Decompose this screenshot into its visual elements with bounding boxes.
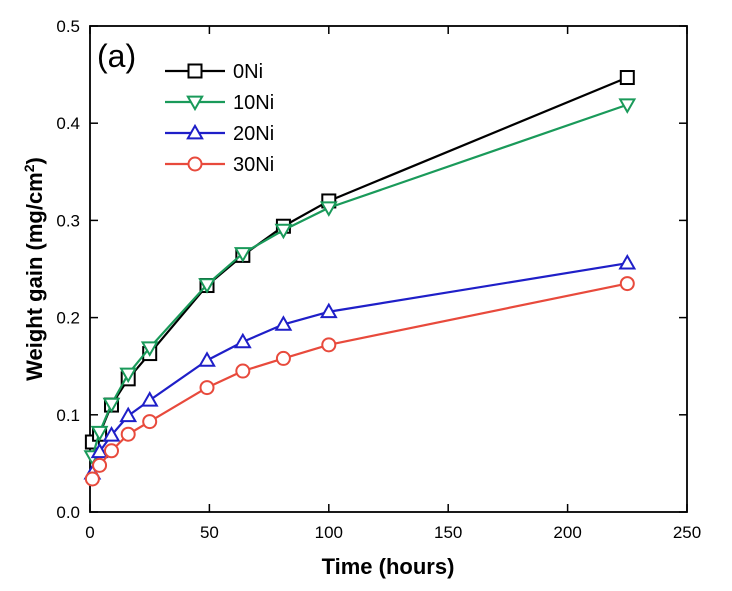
data-point-10Ni: [618, 98, 637, 114]
data-point-10Ni: [198, 278, 216, 294]
legend-marker: [186, 95, 204, 112]
y-tick-label: 0.2: [56, 309, 80, 328]
y-tick-label: 0.5: [56, 17, 80, 36]
data-point-30Ni: [84, 471, 100, 487]
series-layer: [83, 70, 637, 487]
data-point-30Ni: [103, 443, 119, 459]
series-line-30Ni: [91, 282, 628, 480]
x-axis-title: Time (hours): [322, 554, 455, 579]
legend: 0Ni 10Ni 20Ni 30Ni: [165, 61, 274, 176]
data-point-0Ni: [619, 70, 635, 86]
data-point-30Ni: [120, 426, 136, 442]
data-point-30Ni: [92, 457, 108, 473]
y-tick-label: 0.0: [56, 503, 80, 522]
x-tick-label: 100: [315, 523, 343, 542]
panel-label: (a): [97, 38, 136, 74]
data-point-10Ni: [102, 397, 121, 414]
data-point-20Ni: [102, 426, 121, 442]
x-tick-label: 50: [200, 523, 219, 542]
data-point-10Ni: [119, 367, 138, 384]
data-point-20Ni: [233, 332, 252, 349]
y-axis-title-superscript: 2: [21, 164, 37, 172]
data-point-20Ni: [90, 442, 109, 459]
y-tick-label: 0.1: [56, 406, 80, 425]
x-tick-label: 0: [85, 523, 94, 542]
data-point-10Ni: [274, 223, 293, 240]
legend-entry-0Ni: 0Ni: [165, 61, 263, 83]
legend-marker: [186, 123, 204, 140]
data-point-10Ni: [233, 247, 252, 263]
data-point-10Ni: [90, 425, 109, 442]
legend-entry-20Ni: 20Ni: [165, 123, 274, 145]
data-point-10Ni: [319, 201, 338, 217]
data-point-20Ni: [140, 391, 159, 407]
legend-entry-30Ni: 30Ni: [165, 154, 274, 176]
x-tick-label: 200: [553, 523, 581, 542]
plot-frame: [89, 25, 688, 513]
legend-label: 30Ni: [233, 154, 274, 176]
data-point-10Ni: [140, 341, 159, 357]
legend-marker: [187, 156, 203, 172]
legend-label: 10Ni: [233, 92, 274, 114]
x-tick-label: 250: [673, 523, 701, 542]
legend-marker: [187, 63, 203, 79]
series-20Ni: [83, 254, 637, 480]
data-point-30Ni: [275, 350, 291, 366]
series-10Ni: [83, 98, 637, 466]
data-point-30Ni: [199, 380, 215, 396]
data-point-20Ni: [618, 254, 637, 270]
series-line-20Ni: [91, 262, 628, 474]
y-tick-label: 0.4: [56, 114, 80, 133]
legend-entry-10Ni: 10Ni: [165, 92, 274, 114]
legend-label: 20Ni: [233, 123, 274, 145]
data-point-30Ni: [321, 337, 337, 353]
data-point-30Ni: [235, 363, 251, 379]
series-30Ni: [84, 276, 635, 487]
series-line-10Ni: [91, 103, 628, 457]
y-axis-title: Weight gain (mg/cm2): [21, 157, 47, 381]
legend-label: 0Ni: [233, 61, 263, 83]
axis-ticks: 0 50 100 150 200 250 0.0 0.1 0.2 0.3 0.4 0.5: [56, 17, 701, 542]
y-axis-title-end: ): [22, 157, 47, 164]
y-axis-title-main: Weight gain (mg/cm: [22, 172, 47, 381]
y-tick-label: 0.3: [56, 211, 80, 230]
data-point-30Ni: [142, 414, 158, 430]
data-point-20Ni: [119, 406, 138, 423]
series-0Ni: [84, 70, 635, 450]
data-point-20Ni: [198, 351, 216, 367]
data-point-20Ni: [274, 315, 293, 331]
x-tick-label: 150: [434, 523, 462, 542]
data-point-30Ni: [619, 276, 635, 292]
data-point-20Ni: [319, 302, 338, 319]
